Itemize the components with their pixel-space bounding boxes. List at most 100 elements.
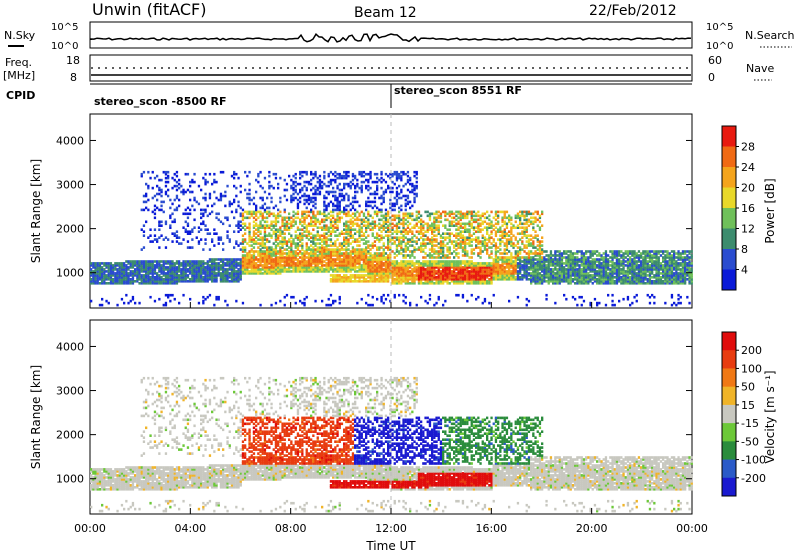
power-cell bbox=[354, 228, 356, 231]
power-cell bbox=[350, 226, 352, 229]
power-cell bbox=[405, 173, 407, 176]
power-cell bbox=[218, 219, 220, 222]
power-cell bbox=[176, 230, 178, 233]
power-cell bbox=[189, 199, 191, 202]
power-cell bbox=[202, 276, 204, 279]
power-cell bbox=[255, 240, 257, 243]
power-cell bbox=[356, 230, 358, 233]
power-cell bbox=[435, 276, 437, 279]
power-cell bbox=[407, 254, 409, 257]
power-cell bbox=[141, 209, 143, 212]
power-cell bbox=[105, 282, 107, 285]
power-cell bbox=[413, 175, 415, 178]
power-cell bbox=[103, 262, 105, 265]
power-cell bbox=[365, 217, 367, 220]
power-cell bbox=[295, 217, 297, 220]
power-cell bbox=[163, 260, 165, 263]
power-cell bbox=[290, 185, 292, 188]
power-cell bbox=[407, 224, 409, 227]
power-cell bbox=[306, 199, 308, 202]
power-cell bbox=[433, 213, 435, 216]
power-cell bbox=[330, 248, 332, 251]
power-cell bbox=[94, 262, 96, 265]
power-cell bbox=[347, 195, 349, 198]
power-cell bbox=[424, 230, 426, 233]
power-cell bbox=[495, 219, 497, 222]
power-cell bbox=[158, 298, 160, 301]
power-cell bbox=[361, 238, 363, 241]
power-cell bbox=[286, 240, 288, 243]
power-cell bbox=[486, 211, 488, 214]
power-cell bbox=[455, 294, 457, 297]
power-cell bbox=[517, 250, 519, 253]
power-cell bbox=[259, 197, 261, 200]
power-cell bbox=[317, 246, 319, 249]
power-cell bbox=[297, 242, 299, 245]
power-cell bbox=[143, 260, 145, 263]
power-cell bbox=[429, 294, 431, 297]
power-cell bbox=[523, 226, 525, 229]
power-cell bbox=[299, 256, 301, 259]
power-cell bbox=[411, 230, 413, 233]
power-cell bbox=[495, 242, 497, 245]
power-cell bbox=[165, 294, 167, 297]
power-cell bbox=[499, 234, 501, 237]
power-cell bbox=[288, 238, 290, 241]
power-cell bbox=[290, 270, 292, 273]
power-cell bbox=[495, 223, 497, 226]
power-cell bbox=[416, 193, 418, 196]
power-cell bbox=[277, 183, 279, 186]
power-cell bbox=[301, 228, 303, 231]
power-cell bbox=[457, 260, 459, 263]
power-cell bbox=[319, 234, 321, 237]
power-cell bbox=[372, 181, 374, 184]
power-cell bbox=[475, 226, 477, 229]
power-cell bbox=[279, 197, 281, 200]
power-cell bbox=[486, 217, 488, 220]
power-cell bbox=[242, 302, 244, 305]
power-cell bbox=[383, 248, 385, 251]
power-cell bbox=[519, 215, 521, 218]
power-cell bbox=[328, 238, 330, 241]
nsky-label: N.Sky bbox=[4, 29, 36, 42]
power-cell bbox=[475, 244, 477, 247]
power-cell bbox=[539, 215, 541, 218]
power-cell bbox=[226, 217, 228, 220]
power-cell bbox=[240, 248, 242, 251]
power-cell bbox=[240, 207, 242, 210]
power-cell bbox=[312, 193, 314, 196]
power-cell bbox=[130, 278, 132, 281]
power-cell bbox=[154, 217, 156, 220]
power-cell bbox=[389, 223, 391, 226]
power-cell bbox=[453, 260, 455, 263]
power-cell bbox=[231, 175, 233, 178]
power-cell bbox=[116, 262, 118, 265]
power-cell bbox=[268, 181, 270, 184]
power-cell bbox=[482, 221, 484, 224]
power-cell bbox=[189, 260, 191, 263]
power-cell bbox=[132, 260, 134, 263]
power-cell bbox=[332, 274, 334, 277]
power-cell bbox=[273, 173, 275, 176]
power-cell bbox=[484, 226, 486, 229]
power-cell bbox=[130, 270, 132, 273]
power-cell bbox=[499, 248, 501, 251]
power-cell bbox=[259, 211, 261, 214]
power-cell bbox=[277, 242, 279, 245]
power-cell bbox=[369, 205, 371, 208]
power-cell bbox=[407, 260, 409, 263]
power-cell bbox=[413, 256, 415, 259]
power-cell bbox=[440, 240, 442, 243]
power-cell bbox=[187, 268, 189, 271]
power-cell bbox=[400, 260, 402, 263]
power-cell bbox=[253, 211, 255, 214]
power-cell bbox=[237, 268, 239, 271]
power-cell bbox=[253, 246, 255, 249]
power-cell bbox=[497, 221, 499, 224]
power-cell bbox=[156, 272, 158, 275]
power-cell bbox=[358, 213, 360, 216]
power-cell bbox=[180, 191, 182, 194]
power-cell bbox=[299, 219, 301, 222]
power-cell bbox=[308, 203, 310, 206]
power-cell bbox=[367, 304, 369, 307]
